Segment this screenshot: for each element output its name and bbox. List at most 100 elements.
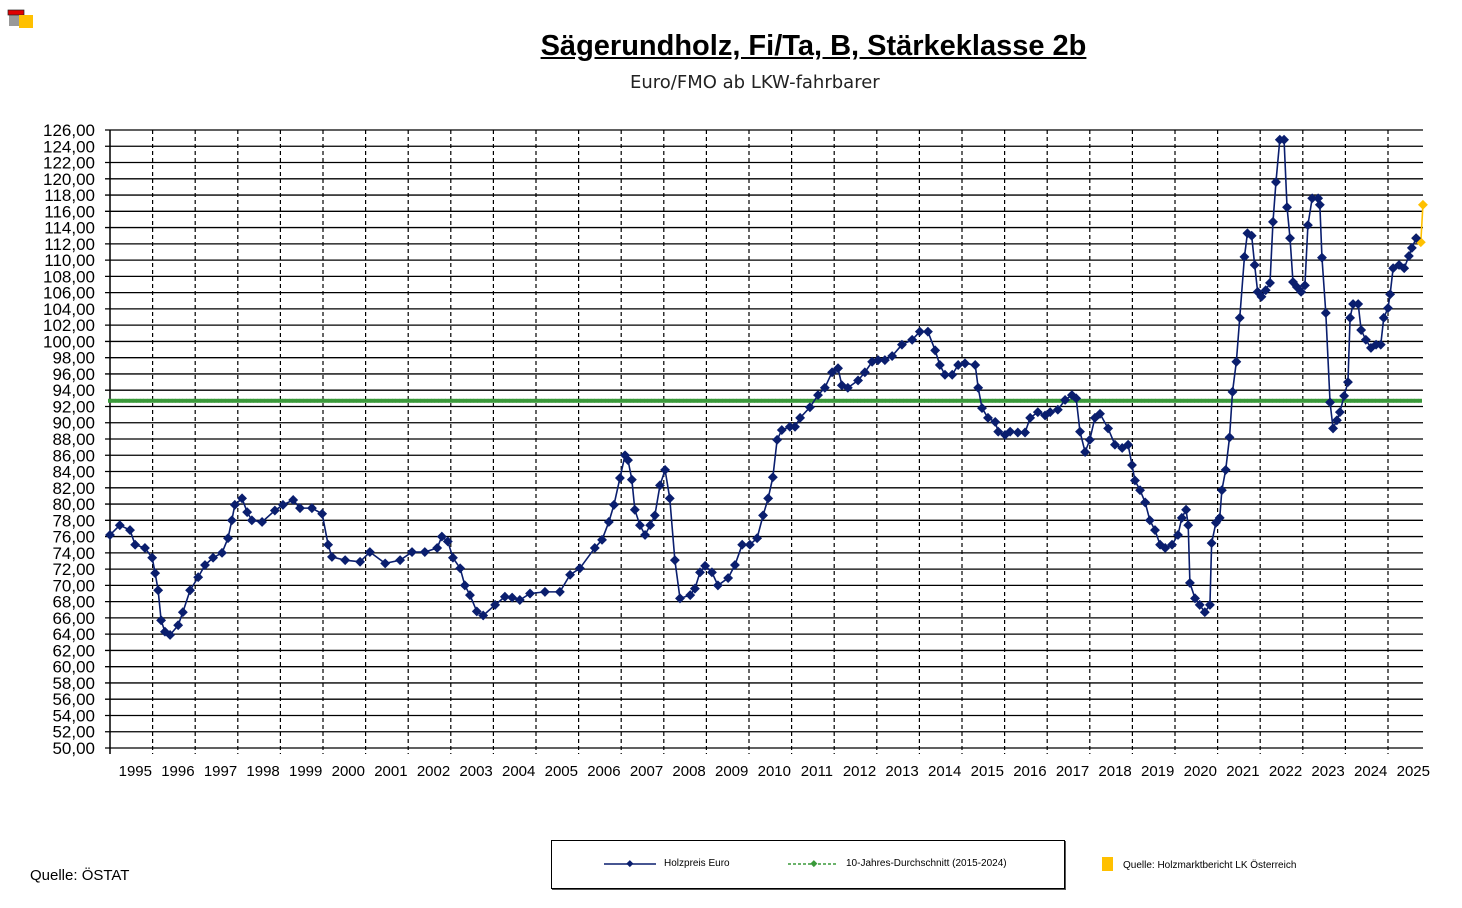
price-marker (1025, 412, 1036, 423)
average-marker (558, 398, 563, 403)
y-tick-label: 62,00 (52, 641, 95, 660)
average-marker (360, 398, 365, 403)
average-marker (352, 398, 357, 403)
legend-item-average: 10-Jahres-Durchschnitt (2015-2024) (788, 858, 1007, 869)
price-marker (772, 434, 783, 445)
average-marker (537, 398, 542, 403)
y-tick-label: 124,00 (43, 137, 95, 156)
average-marker (260, 398, 265, 403)
y-tick-label: 60,00 (52, 658, 95, 677)
average-marker (548, 398, 553, 403)
average-marker (931, 398, 936, 403)
average-marker (551, 398, 556, 403)
price-marker (1378, 312, 1389, 323)
average-marker (441, 398, 446, 403)
average-marker (484, 398, 489, 403)
price-marker (879, 355, 890, 366)
x-tick-label: 2022 (1269, 763, 1302, 780)
average-marker (150, 398, 155, 403)
y-tick-label: 68,00 (52, 593, 95, 612)
average-marker (1070, 398, 1075, 403)
price-marker (712, 580, 723, 591)
price-marker (700, 560, 711, 571)
average-marker (1307, 398, 1312, 403)
price-marker (193, 572, 204, 583)
average-marker (789, 398, 794, 403)
price-marker (1331, 415, 1342, 426)
average-marker (984, 398, 989, 403)
average-marker (654, 398, 659, 403)
source-lk: Quelle: Holzmarktbericht LK Österreich (1102, 857, 1296, 871)
x-tick-label: 2023 (1311, 763, 1344, 780)
average-marker (1226, 398, 1231, 403)
average-marker (299, 398, 304, 403)
price-marker (729, 560, 740, 570)
average-marker (303, 398, 308, 403)
average-marker (871, 398, 876, 403)
price-marker (1127, 460, 1137, 470)
average-marker (363, 398, 368, 403)
average-marker (615, 398, 620, 403)
price-marker (752, 533, 763, 544)
x-tick-label: 2011 (801, 763, 833, 780)
x-tick-label: 2006 (587, 763, 620, 780)
y-tick-label: 74,00 (52, 544, 95, 563)
average-marker (945, 398, 950, 403)
app-logo-icon (7, 7, 35, 29)
average-marker (1375, 398, 1380, 403)
price-marker (514, 595, 525, 605)
price-marker (1123, 439, 1134, 450)
average-marker (718, 398, 723, 403)
average-marker (487, 398, 492, 403)
price-marker (1239, 251, 1250, 262)
average-marker (644, 398, 649, 403)
x-tick-label: 1997 (204, 763, 237, 780)
average-marker (977, 398, 982, 403)
average-marker (395, 398, 400, 403)
price-marker (1345, 312, 1356, 323)
average-marker (498, 398, 503, 403)
average-marker (1286, 398, 1291, 403)
price-marker (767, 472, 778, 483)
average-marker (1102, 398, 1106, 403)
average-marker (1290, 398, 1295, 403)
average-marker (1190, 398, 1195, 403)
price-marker (364, 547, 375, 557)
average-marker (1212, 398, 1217, 403)
average-marker (1254, 398, 1259, 403)
average-marker (1045, 398, 1050, 403)
average-marker (438, 398, 443, 403)
price-marker (465, 590, 475, 601)
x-tick-label: 1995 (119, 763, 152, 780)
average-marker (1041, 398, 1046, 403)
average-marker (793, 398, 798, 403)
average-marker (761, 398, 766, 403)
price-marker (859, 367, 870, 378)
price-marker (1234, 312, 1245, 323)
price-marker (1339, 390, 1350, 401)
average-marker (853, 398, 858, 403)
price-marker (819, 382, 830, 393)
price-marker (1282, 202, 1292, 213)
price-marker (914, 326, 925, 337)
average-marker (860, 398, 865, 403)
y-tick-label: 70,00 (52, 576, 95, 595)
average-marker (218, 398, 223, 403)
average-marker (764, 398, 769, 403)
average-marker (1222, 398, 1227, 403)
price-marker (1320, 308, 1331, 318)
average-marker (750, 398, 755, 403)
y-tick-label: 98,00 (52, 349, 95, 368)
average-marker (1364, 398, 1369, 403)
y-tick-label: 88,00 (52, 430, 95, 449)
price-marker (1135, 485, 1146, 496)
average-marker (686, 398, 691, 403)
average-marker (1318, 398, 1323, 403)
price-marker (597, 534, 607, 545)
average-marker (1208, 398, 1213, 403)
x-tick-label: 2015 (971, 763, 1004, 780)
average-marker (381, 398, 386, 403)
average-marker (168, 398, 173, 403)
average-marker (1386, 398, 1390, 403)
x-tick-label: 2019 (1141, 763, 1174, 780)
